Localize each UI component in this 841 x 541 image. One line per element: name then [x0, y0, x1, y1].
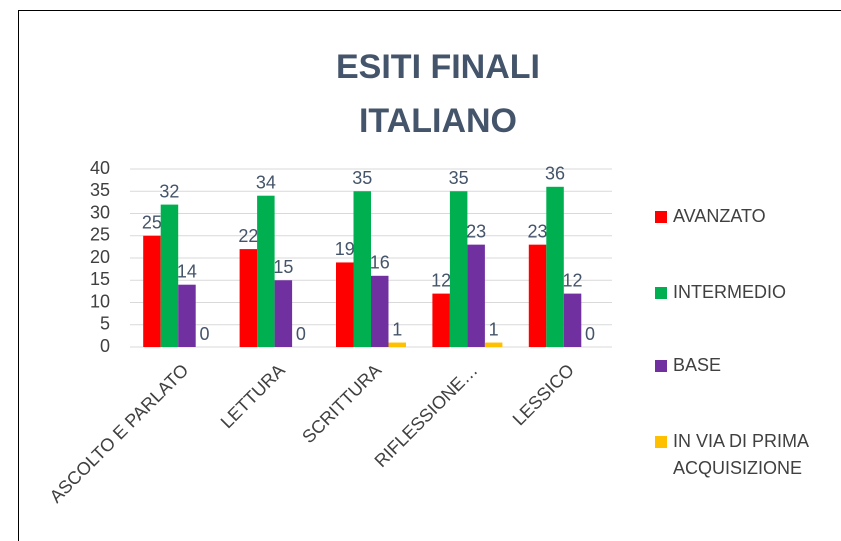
- legend-swatch: [655, 436, 667, 448]
- data-label: 36: [545, 164, 565, 184]
- data-label: 16: [370, 253, 390, 273]
- bar: [160, 204, 179, 347]
- data-label: 23: [528, 221, 548, 241]
- legend-swatch: [655, 287, 667, 299]
- bar: [274, 280, 293, 347]
- data-label: 25: [142, 213, 162, 233]
- y-tick-label: 25: [90, 225, 110, 245]
- bar: [239, 249, 258, 347]
- bar: [371, 275, 389, 347]
- chart-border: [18, 10, 841, 541]
- legend-swatch: [655, 360, 667, 372]
- data-label: 0: [199, 324, 209, 344]
- legend-label: AVANZATO: [673, 206, 766, 226]
- y-tick-label: 5: [100, 314, 110, 334]
- x-tick-label: LETTURA: [217, 360, 289, 432]
- data-label: 32: [159, 181, 179, 201]
- data-label: 12: [563, 270, 583, 290]
- data-label: 34: [256, 172, 276, 192]
- data-label: 12: [431, 270, 451, 290]
- y-tick-label: 0: [100, 336, 110, 356]
- data-label: 35: [352, 168, 372, 188]
- bar: [563, 293, 582, 347]
- y-tick-label: 35: [90, 180, 110, 200]
- x-tick-label: RIFLESSIONE…: [371, 360, 482, 471]
- data-label: 15: [273, 257, 293, 277]
- bar: [467, 244, 485, 347]
- data-label: 1: [489, 319, 499, 339]
- bar: [336, 262, 354, 347]
- data-label: 0: [296, 324, 306, 344]
- bar: [388, 342, 406, 347]
- bar: [484, 342, 503, 347]
- data-label: 0: [585, 324, 595, 344]
- data-label: 14: [177, 261, 197, 281]
- data-label: 1: [392, 319, 402, 339]
- bar: [353, 191, 371, 347]
- bar: [449, 191, 468, 347]
- data-label: 23: [466, 221, 486, 241]
- legend-item: AVANZATO: [655, 203, 840, 230]
- data-label: 19: [335, 239, 355, 259]
- bar: [546, 186, 564, 347]
- bar: [257, 195, 275, 347]
- y-tick-label: 20: [90, 247, 110, 267]
- bar: [528, 244, 547, 347]
- x-tick-label: LESSICO: [509, 360, 578, 429]
- bar: [143, 235, 161, 347]
- y-tick-label: 30: [90, 202, 110, 222]
- y-tick-label: 40: [90, 158, 110, 178]
- legend-item: BASE: [655, 352, 840, 379]
- legend-label: BASE: [673, 355, 722, 375]
- legend-item: IN VIA DI PRIMA ACQUISIZIONE: [655, 428, 840, 482]
- data-label: 22: [238, 226, 258, 246]
- y-tick-label: 15: [90, 269, 110, 289]
- chart-title: ESITI FINALI ITALIANO: [336, 48, 540, 140]
- legend-label: IN VIA DI PRIMA ACQUISIZIONE: [673, 431, 809, 478]
- legend-item: INTERMEDIO: [655, 279, 840, 306]
- legend-swatch: [655, 211, 667, 223]
- y-tick-label: 10: [90, 291, 110, 311]
- x-tick-label: ASCOLTO E PARLATO: [46, 360, 193, 507]
- x-tick-label: SCRITTURA: [298, 360, 385, 447]
- bar: [432, 293, 450, 347]
- data-label: 35: [449, 168, 469, 188]
- bar: [178, 284, 196, 347]
- legend-label: INTERMEDIO: [673, 282, 787, 302]
